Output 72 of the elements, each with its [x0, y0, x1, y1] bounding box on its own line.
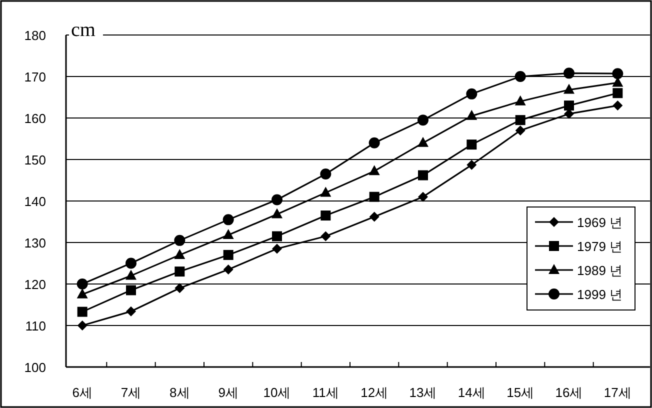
- point: [515, 115, 526, 126]
- point: [564, 84, 574, 94]
- point: [272, 208, 282, 218]
- point: [174, 234, 186, 246]
- y-tick-label: 160: [24, 111, 46, 126]
- legend-label: 1999 년: [577, 287, 623, 302]
- point: [126, 270, 136, 280]
- point: [76, 278, 88, 290]
- x-tick-label: 7세: [120, 385, 142, 400]
- point: [272, 231, 282, 242]
- point: [223, 250, 234, 260]
- x-tick-label: 14세: [458, 385, 486, 400]
- y-tick-label: 100: [24, 360, 46, 375]
- point: [564, 68, 574, 79]
- point: [223, 264, 234, 274]
- point: [564, 100, 574, 111]
- point: [466, 110, 478, 120]
- point: [272, 244, 282, 254]
- point: [77, 320, 88, 330]
- point: [320, 231, 331, 242]
- point: [612, 88, 623, 98]
- point: [418, 170, 428, 180]
- x-tick-label: 8세: [170, 385, 190, 400]
- y-tick-label: 110: [25, 318, 46, 334]
- y-tick-label: 120: [24, 277, 46, 292]
- x-tick-label: 13세: [409, 385, 437, 400]
- y-tick-label: 180: [24, 28, 46, 43]
- legend-label: 1979 년: [577, 239, 623, 254]
- point: [612, 68, 624, 80]
- y-tick-label: 150: [24, 152, 46, 168]
- x-tick-label: 17세: [604, 385, 632, 400]
- x-tick-label: 16세: [555, 385, 583, 400]
- x-tick-label: 15세: [506, 385, 534, 400]
- point: [369, 212, 380, 222]
- point: [174, 248, 186, 259]
- point: [466, 160, 477, 170]
- point: [418, 192, 428, 202]
- point: [222, 229, 234, 240]
- point: [174, 283, 185, 294]
- point: [466, 88, 478, 100]
- point: [77, 306, 88, 317]
- point: [368, 165, 380, 176]
- x-tick-label: 11세: [312, 385, 339, 400]
- x-tick-label: 12세: [360, 385, 388, 400]
- x-tick-label: 6세: [72, 385, 92, 400]
- y-axis-title: cm: [71, 19, 96, 41]
- point: [320, 186, 332, 197]
- point: [418, 136, 428, 147]
- point: [515, 125, 526, 136]
- point: [222, 214, 234, 226]
- point: [368, 137, 380, 148]
- point: [126, 258, 136, 269]
- point: [126, 306, 136, 316]
- point: [514, 71, 526, 82]
- x-tick-label: 9세: [218, 385, 238, 400]
- legend-label: 1989 년: [577, 263, 623, 278]
- point: [174, 266, 185, 277]
- y-tick-label: 130: [24, 236, 46, 250]
- point: [320, 210, 331, 221]
- point: [272, 194, 282, 206]
- point: [466, 140, 477, 150]
- point: [76, 288, 88, 298]
- legend-label: 1969 년: [577, 215, 623, 230]
- x-tick-label: 10세: [263, 385, 291, 400]
- point: [126, 285, 136, 296]
- y-tick-label: 140: [24, 194, 46, 209]
- y-tick-label: 170: [24, 70, 46, 84]
- point: [320, 168, 332, 180]
- point: [369, 192, 380, 202]
- point: [418, 114, 428, 126]
- point: [612, 100, 623, 111]
- point: [514, 95, 526, 106]
